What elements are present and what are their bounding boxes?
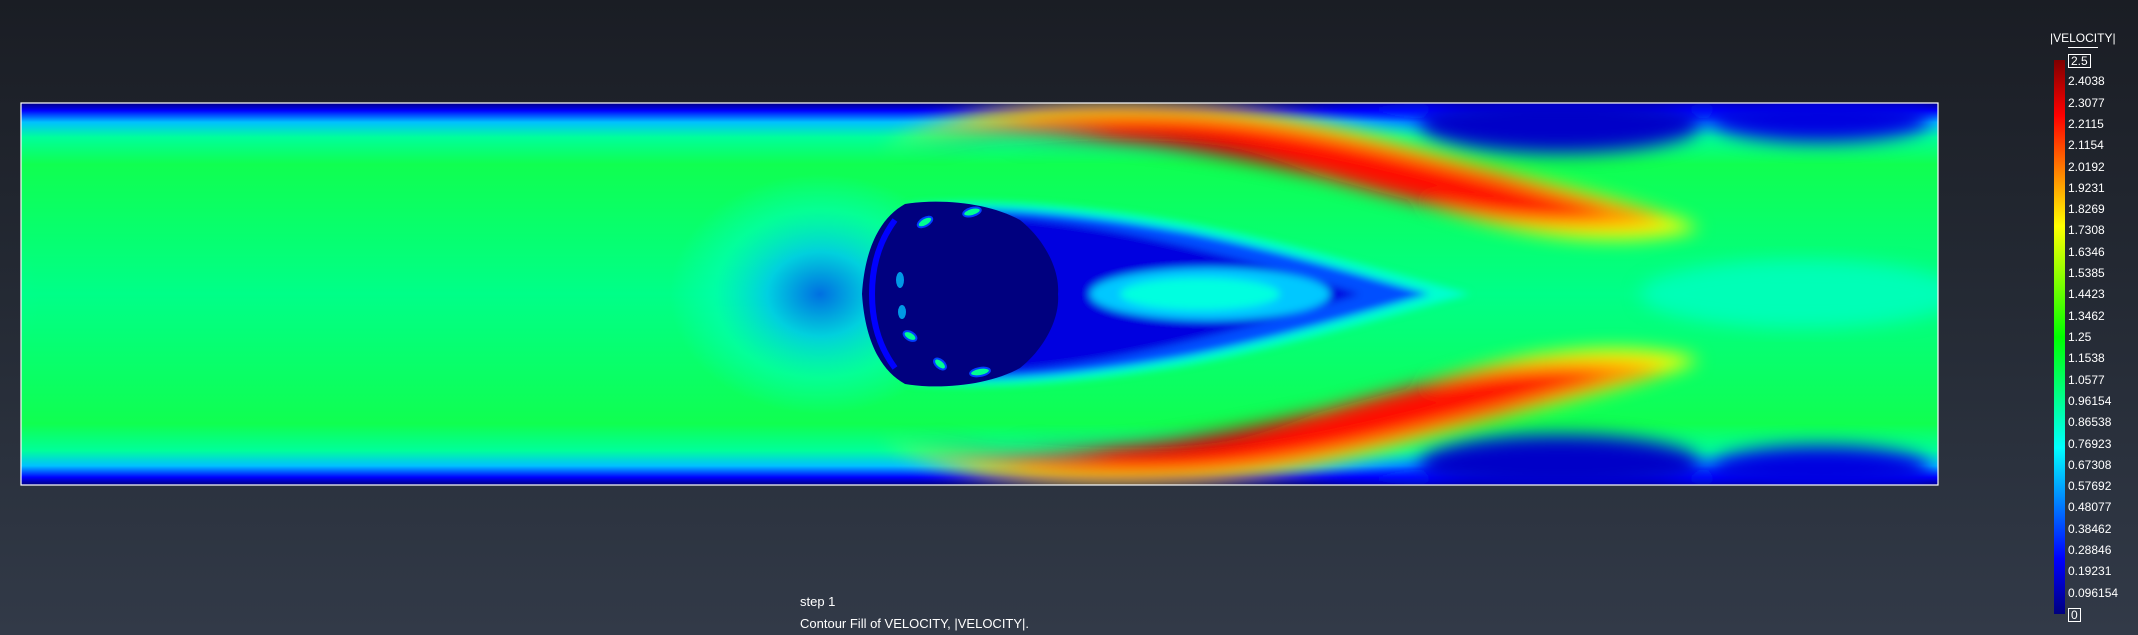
legend-tick-label: 1.1538 — [2068, 351, 2105, 366]
legend-tick-label: 0.67308 — [2068, 457, 2112, 472]
legend-tick-label: 0.28846 — [2068, 543, 2112, 558]
result-description-caption: Contour Fill of VELOCITY, |VELOCITY|. — [800, 616, 1030, 631]
shear-layer-bottom — [880, 348, 1700, 485]
legend-tick-label: 1.0577 — [2068, 372, 2105, 387]
legend-tick-label: 0.57692 — [2068, 479, 2112, 494]
legend-tick-label: 1.6346 — [2068, 244, 2105, 259]
legend-tick-label: 2.1154 — [2068, 138, 2104, 153]
legend-colorbar — [2054, 60, 2065, 614]
legend-tick-label: 2.0192 — [2068, 159, 2105, 174]
legend-title-underline — [2068, 47, 2098, 48]
legend-tick-label: 1.4423 — [2068, 287, 2105, 302]
wall-low-velocity-pockets — [1300, 103, 1938, 485]
legend-tick-label: 1.5385 — [2068, 266, 2105, 281]
legend-tick-label: 1.9231 — [2068, 180, 2105, 195]
contour-field — [21, 103, 1938, 485]
step-caption: step 1 — [800, 594, 836, 609]
legend-tick-label: 0.96154 — [2068, 393, 2112, 408]
legend-title: |VELOCITY| — [2050, 31, 2116, 45]
legend-tick-label: 0.096154 — [2068, 585, 2119, 600]
inlet-core-region — [21, 144, 240, 444]
legend-min-label: 0 — [2068, 608, 2081, 622]
legend-tick-label: 0.86538 — [2068, 415, 2112, 430]
legend-tick-label: 2.3077 — [2068, 95, 2105, 110]
legend-tick-label: 1.8269 — [2068, 202, 2105, 217]
domain-boundary — [20, 102, 1939, 486]
cylinder-obstacle — [862, 201, 1059, 387]
shear-layer-top — [880, 103, 1700, 240]
legend-tick-label: 0.48077 — [2068, 500, 2112, 515]
legend-max-label: 2.5 — [2068, 54, 2091, 68]
legend-tick-label: 1.7308 — [2068, 223, 2105, 238]
legend-tick-label: 2.4038 — [2068, 74, 2105, 89]
legend-tick-label: 1.3462 — [2068, 308, 2105, 323]
velocity-legend: |VELOCITY| 2.5 0 2.4038 2.3077 2.2115 2.115… — [2040, 28, 2138, 628]
legend-tick-label: 2.2115 — [2068, 116, 2104, 131]
legend-tick-label: 1.25 — [2068, 330, 2092, 344]
legend-tick-label: 0.19231 — [2068, 564, 2112, 579]
legend-tick-label: 0.76923 — [2068, 436, 2112, 451]
legend-tick-label: 0.38462 — [2068, 521, 2112, 536]
downstream-recovery — [1640, 260, 1938, 328]
